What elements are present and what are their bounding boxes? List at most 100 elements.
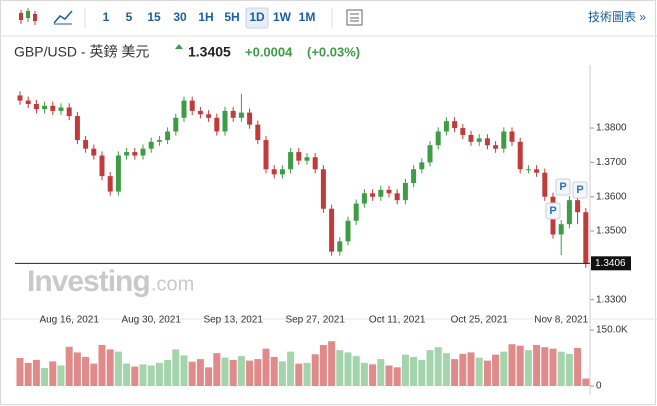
volume-bar [533, 344, 541, 386]
candle-icon[interactable] [19, 8, 37, 25]
technical-chart-link[interactable]: 技術圖表 » [588, 10, 646, 24]
interval-button[interactable]: 1 [103, 10, 110, 24]
candle-body [329, 208, 335, 252]
volume-bar [16, 358, 24, 386]
line-icon[interactable] [53, 10, 73, 25]
volume-bar [360, 362, 368, 386]
candle-body [501, 131, 507, 149]
volume-bar [426, 350, 434, 386]
volume-bar [237, 356, 245, 386]
price: 1.3405 [188, 44, 231, 60]
x-tick-label: Nov 8, 2021 [534, 315, 588, 326]
volume-bar [328, 341, 336, 386]
volume-bar [475, 357, 483, 386]
candle-body [42, 105, 48, 110]
candle-body [25, 100, 31, 105]
volume-bar [500, 351, 508, 386]
candle-body [206, 114, 212, 118]
volume-bar [565, 353, 573, 386]
volume-bar [41, 368, 49, 386]
volume-bar [57, 365, 65, 386]
x-tick-label: Oct 25, 2021 [451, 315, 509, 326]
marker-label[interactable]: P [549, 205, 556, 217]
candle-body [238, 112, 244, 118]
candle-body [575, 200, 581, 213]
candle-body [484, 138, 490, 146]
settings-icon[interactable] [346, 9, 363, 26]
marker-box[interactable] [545, 202, 561, 220]
volume-bar [541, 347, 549, 386]
candle-body [394, 193, 400, 201]
candle-body [263, 140, 269, 170]
volume-bar [549, 348, 557, 386]
volume-bar [508, 344, 516, 386]
candle-body [476, 138, 482, 142]
candle-body [460, 128, 466, 135]
candle-body [214, 117, 220, 132]
candle-body [58, 107, 64, 111]
candle-body [247, 112, 253, 125]
candle-body [148, 141, 154, 149]
interval-button[interactable]: 1H [198, 10, 213, 24]
volume-bar [295, 363, 303, 386]
volume-bar [24, 362, 32, 386]
candle-body [50, 105, 56, 111]
marker-label[interactable]: P [559, 181, 566, 193]
current-price-label: 1.3406 [595, 258, 626, 269]
volume-bar [467, 352, 475, 386]
interval-button[interactable]: 5H [224, 10, 239, 24]
marker-label[interactable]: P [576, 184, 583, 196]
volume-bar [451, 359, 459, 386]
volume-bar [205, 367, 213, 386]
candle-body [525, 169, 531, 171]
candle-body [402, 182, 408, 201]
volume-bar [418, 359, 426, 386]
volume-bar [393, 367, 401, 386]
marker-box[interactable] [555, 178, 571, 196]
volume-bar [90, 363, 98, 386]
volume-bar [434, 347, 442, 386]
volume-bar [262, 348, 270, 386]
interval-button[interactable]: 1M [299, 10, 316, 24]
candle-body [443, 121, 449, 132]
volume-bar [49, 361, 57, 386]
volume-bar [377, 359, 385, 386]
volume-bar [557, 351, 565, 386]
candle-body [255, 124, 261, 141]
candle-body [279, 169, 285, 175]
x-tick-label: Aug 16, 2021 [39, 315, 99, 326]
candle-body [534, 169, 540, 173]
change-pct: (+0.03%) [307, 44, 360, 59]
candle-body [165, 131, 171, 141]
candle-body [230, 110, 236, 118]
interval-button[interactable]: 15 [147, 10, 161, 24]
volume-bar [516, 345, 524, 386]
candle-body [288, 152, 294, 170]
volume-bar [98, 344, 106, 386]
candle-body [353, 203, 359, 221]
volume-bar [114, 351, 122, 386]
candle-body [517, 141, 523, 170]
volume-bar [73, 352, 81, 386]
candle-body [320, 169, 326, 209]
interval-button[interactable]: 1D [249, 10, 265, 24]
marker-box[interactable] [572, 181, 588, 199]
watermark-brand: Investing [27, 265, 150, 298]
y-tick-label: 1.3800 [596, 123, 627, 134]
volume-bar [319, 344, 327, 386]
interval-button[interactable]: 5 [126, 10, 133, 24]
volume-tick-label: 0 [596, 381, 602, 392]
interval-button[interactable]: 30 [173, 10, 187, 24]
candle-body [83, 140, 89, 149]
interval-button[interactable]: 1W [273, 10, 292, 24]
volume-bar [311, 354, 319, 386]
volume-bar [303, 362, 311, 386]
candle-body [468, 134, 474, 142]
candle-body [271, 169, 277, 175]
volume-bar [442, 353, 450, 386]
volume-bar [524, 350, 532, 386]
volume-bar [139, 364, 147, 386]
candle-body [337, 241, 343, 252]
y-tick-label: 1.3700 [596, 157, 627, 168]
volume-bar [155, 362, 163, 386]
